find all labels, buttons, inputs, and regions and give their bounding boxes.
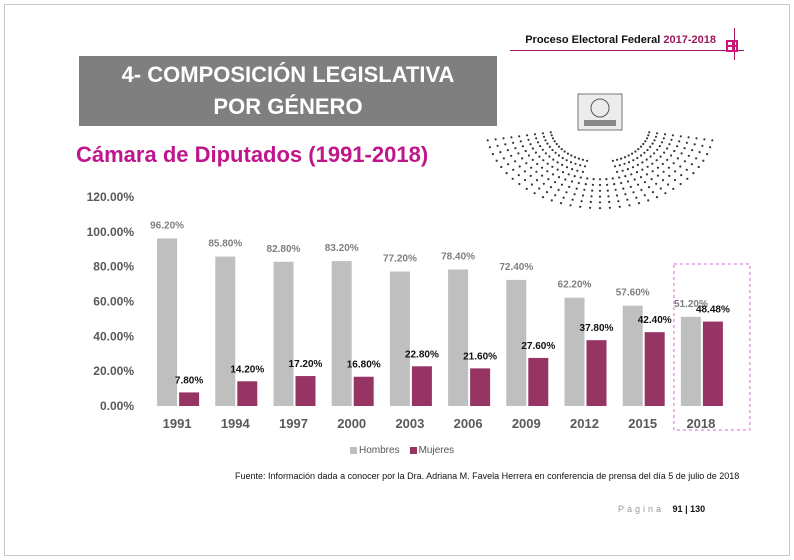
chart-subtitle: Cámara de Diputados (1991-2018)	[76, 142, 429, 167]
x-tick-label: 2000	[337, 416, 366, 431]
page-frame	[4, 4, 790, 556]
bar-mujeres	[644, 332, 665, 406]
data-label-mujeres: 17.20%	[289, 359, 323, 370]
bar-chart: 0.00% 20.00% 40.00% 60.00% 80.00% 100.00% 120.…	[87, 190, 751, 431]
bar-hombres	[564, 297, 585, 406]
bar-hombres	[331, 261, 352, 406]
bar-hombres	[215, 256, 236, 406]
data-label-mujeres: 14.20%	[230, 364, 264, 375]
footer-pagina: Página	[618, 504, 665, 514]
bar-hombres	[273, 261, 294, 406]
y-tick-label: 80.00%	[93, 260, 134, 274]
bar-mujeres	[179, 392, 200, 406]
chamber-seating-icon	[486, 93, 714, 210]
bar-mujeres	[470, 368, 491, 406]
data-label-mujeres: 42.40%	[638, 315, 672, 326]
header-rule	[510, 50, 744, 51]
bar-mujeres	[528, 357, 549, 406]
x-tick-label: 1997	[279, 416, 308, 431]
legend-swatch-hombres	[350, 446, 357, 454]
data-label-hombres: 72.40%	[499, 262, 533, 273]
page-footer: Página 91 | 130	[618, 504, 705, 514]
x-tick-label: 1991	[163, 416, 192, 431]
y-tick-label: 40.00%	[93, 329, 134, 343]
data-label-hombres: 83.20%	[325, 243, 359, 254]
bar-mujeres	[237, 381, 258, 406]
source-note: Fuente: Información dada a conocer por l…	[235, 471, 740, 481]
section-title: 4- COMPOSICIÓN LEGISLATIVA POR GÉNERO	[79, 56, 497, 126]
data-label-mujeres: 22.80%	[405, 349, 439, 360]
data-label-hombres: 77.20%	[383, 254, 417, 265]
y-tick-label: 20.00%	[93, 364, 134, 378]
bar-mujeres	[586, 340, 607, 406]
x-tick-label: 2006	[454, 416, 483, 431]
legend-item-mujeres: Mujeres	[409, 445, 454, 456]
legend-swatch-mujeres	[409, 446, 417, 454]
x-tick-label: 2018	[686, 416, 715, 431]
y-tick-label: 60.00%	[93, 295, 134, 309]
data-label-hombres: 82.80%	[267, 244, 301, 255]
bar-hombres	[680, 316, 701, 406]
bar-hombres	[389, 271, 410, 406]
x-tick-label: 2003	[395, 416, 424, 431]
y-tick-label: 120.00%	[87, 190, 135, 204]
footer-separator: |	[685, 504, 688, 514]
y-tick-label: 0.00%	[100, 399, 134, 413]
bar-hombres	[622, 305, 643, 406]
data-label-mujeres: 7.80%	[175, 375, 203, 386]
bar-hombres	[506, 279, 527, 406]
footer-current-page: 91	[672, 504, 683, 514]
bar-hombres	[448, 269, 469, 406]
data-label-hombres: 96.20%	[150, 220, 184, 231]
data-label-hombres: 85.80%	[208, 239, 242, 250]
bar-hombres	[157, 238, 178, 406]
header-title: Proceso Electoral Federal 2017-2018	[525, 34, 716, 46]
bar-mujeres	[411, 366, 432, 406]
data-label-hombres: 57.60%	[616, 288, 650, 299]
chart-legend: Hombres Mujeres	[350, 445, 454, 456]
y-tick-label: 100.00%	[87, 225, 135, 239]
data-label-mujeres: 48.48%	[696, 305, 730, 316]
x-tick-label: 2012	[570, 416, 599, 431]
bar-mujeres	[353, 376, 374, 406]
x-tick-label: 1994	[221, 416, 251, 431]
legend-item-hombres: Hombres	[350, 445, 400, 456]
data-label-hombres: 62.20%	[558, 280, 592, 291]
data-label-hombres: 51.20%	[674, 299, 708, 310]
x-tick-label: 2015	[628, 416, 657, 431]
highlight-box	[673, 263, 751, 431]
data-label-mujeres: 37.80%	[580, 323, 614, 334]
x-tick-label: 2009	[512, 416, 541, 431]
header-vline	[734, 28, 735, 60]
data-label-mujeres: 16.80%	[347, 360, 381, 371]
data-label-mujeres: 27.60%	[521, 341, 555, 352]
data-label-mujeres: 21.60%	[463, 351, 497, 362]
footer-total-pages: 130	[690, 504, 706, 514]
bar-mujeres	[702, 321, 723, 406]
plus-square-icon	[726, 40, 738, 52]
data-label-hombres: 78.40%	[441, 251, 475, 262]
bar-mujeres	[295, 376, 316, 406]
